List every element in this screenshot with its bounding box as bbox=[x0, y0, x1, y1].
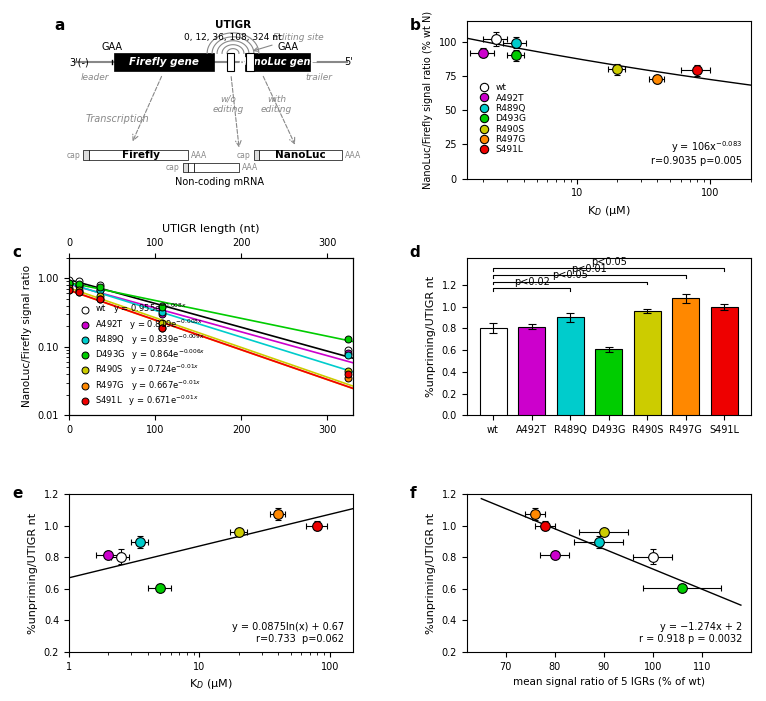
Y-axis label: %unpriming/UTIGR nt: %unpriming/UTIGR nt bbox=[426, 512, 436, 634]
Text: p<0.01: p<0.01 bbox=[571, 264, 607, 274]
FancyBboxPatch shape bbox=[194, 163, 239, 172]
Text: trailer: trailer bbox=[306, 73, 332, 82]
Text: Transcription: Transcription bbox=[86, 114, 149, 124]
Legend: wt   y = 0.955e$^{-0.008x}$, A492T   y = 0.819e$^{-0.008x}$, R489Q   y = 0.839e$: wt y = 0.955e$^{-0.008x}$, A492T y = 0.8… bbox=[73, 299, 208, 411]
Text: f: f bbox=[410, 486, 417, 501]
Y-axis label: NanoLuc/Firefly signal ratio: NanoLuc/Firefly signal ratio bbox=[22, 266, 32, 407]
Text: Firefly: Firefly bbox=[123, 150, 160, 160]
FancyBboxPatch shape bbox=[247, 53, 254, 71]
Text: with
editing: with editing bbox=[260, 95, 292, 114]
Text: 0, 12, 36, 108, 324 nt: 0, 12, 36, 108, 324 nt bbox=[184, 33, 282, 42]
Bar bbox=[673, 299, 699, 415]
Text: e: e bbox=[12, 486, 22, 501]
FancyBboxPatch shape bbox=[182, 163, 188, 172]
Bar bbox=[480, 328, 506, 415]
Text: AAA: AAA bbox=[191, 151, 208, 160]
FancyBboxPatch shape bbox=[259, 151, 342, 160]
Text: y = 0.0875ln(x) + 0.67
r=0.733  p=0.062: y = 0.0875ln(x) + 0.67 r=0.733 p=0.062 bbox=[232, 622, 345, 644]
Bar bbox=[518, 327, 545, 415]
X-axis label: K$_D$ (μM): K$_D$ (μM) bbox=[189, 677, 233, 691]
FancyBboxPatch shape bbox=[245, 53, 310, 71]
Text: p<0.05: p<0.05 bbox=[591, 257, 627, 267]
Text: p<0.02: p<0.02 bbox=[514, 277, 549, 287]
Y-axis label: NanoLuc/Firefly signal ratio (% wt N): NanoLuc/Firefly signal ratio (% wt N) bbox=[423, 11, 433, 189]
X-axis label: K$_D$ (μM): K$_D$ (μM) bbox=[587, 204, 630, 218]
Text: leader: leader bbox=[80, 73, 109, 82]
FancyBboxPatch shape bbox=[227, 53, 234, 71]
FancyBboxPatch shape bbox=[254, 151, 259, 160]
Text: GAA: GAA bbox=[277, 42, 298, 52]
Text: Editing site: Editing site bbox=[254, 32, 324, 51]
Text: a: a bbox=[54, 18, 65, 33]
Text: cap: cap bbox=[166, 163, 180, 172]
Text: 5': 5' bbox=[344, 57, 353, 67]
Y-axis label: %unpriming/UTIGR nt: %unpriming/UTIGR nt bbox=[426, 276, 436, 397]
Text: NanoLuc: NanoLuc bbox=[275, 150, 326, 160]
Y-axis label: %unpriming/UTIGR nt: %unpriming/UTIGR nt bbox=[28, 512, 38, 634]
Bar bbox=[595, 349, 622, 415]
Text: AAA: AAA bbox=[345, 151, 361, 160]
Legend: wt, A492T, R489Q, D493G, R490S, R497G, S491L: wt, A492T, R489Q, D493G, R490S, R497G, S… bbox=[471, 80, 530, 158]
Text: d: d bbox=[410, 245, 421, 260]
Text: UTIGR: UTIGR bbox=[215, 20, 251, 30]
Text: cap: cap bbox=[237, 151, 250, 160]
Text: NanoLuc gene: NanoLuc gene bbox=[239, 57, 317, 67]
Text: Non-coding mRNA: Non-coding mRNA bbox=[175, 177, 264, 187]
X-axis label: mean signal ratio of 5 IGRs (% of wt): mean signal ratio of 5 IGRs (% of wt) bbox=[512, 677, 705, 687]
Bar bbox=[633, 311, 661, 415]
Text: c: c bbox=[12, 245, 21, 260]
FancyBboxPatch shape bbox=[114, 53, 214, 71]
Text: AAA: AAA bbox=[242, 163, 258, 172]
Text: y = −1.274x + 2
r = 0.918 p = 0.0032: y = −1.274x + 2 r = 0.918 p = 0.0032 bbox=[639, 622, 742, 644]
FancyBboxPatch shape bbox=[188, 163, 194, 172]
Text: w/o
editing: w/o editing bbox=[212, 95, 244, 114]
Bar bbox=[557, 318, 584, 415]
Text: p<0.05: p<0.05 bbox=[552, 271, 588, 280]
Text: 3'(-): 3'(-) bbox=[69, 57, 89, 67]
X-axis label: UTIGR length (nt): UTIGR length (nt) bbox=[162, 224, 260, 234]
Bar bbox=[711, 306, 738, 415]
FancyBboxPatch shape bbox=[89, 151, 188, 160]
Text: Firefly gene: Firefly gene bbox=[129, 57, 199, 67]
Text: y = 106x$^{-0.083}$
r=0.9035 p=0.005: y = 106x$^{-0.083}$ r=0.9035 p=0.005 bbox=[651, 139, 742, 166]
Text: GAA: GAA bbox=[101, 42, 122, 52]
Text: b: b bbox=[410, 18, 421, 33]
FancyBboxPatch shape bbox=[83, 151, 89, 160]
Text: cap: cap bbox=[67, 151, 80, 160]
